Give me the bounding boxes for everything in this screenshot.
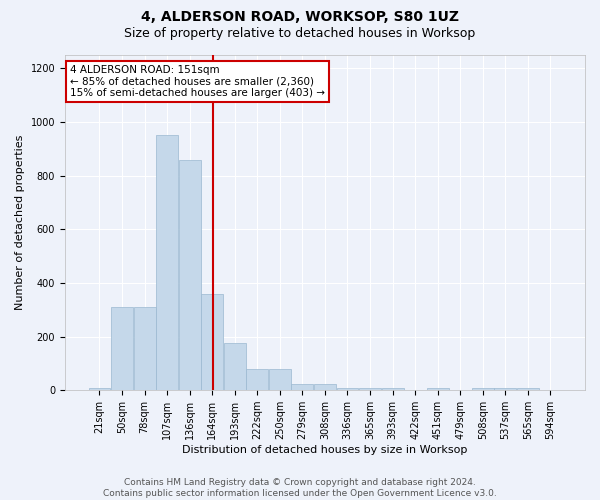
Text: Size of property relative to detached houses in Worksop: Size of property relative to detached ho…	[124, 28, 476, 40]
Bar	[359, 388, 381, 390]
Text: 4, ALDERSON ROAD, WORKSOP, S80 1UZ: 4, ALDERSON ROAD, WORKSOP, S80 1UZ	[141, 10, 459, 24]
Bar	[224, 344, 245, 390]
Text: Contains HM Land Registry data © Crown copyright and database right 2024.
Contai: Contains HM Land Registry data © Crown c…	[103, 478, 497, 498]
Bar	[337, 388, 358, 390]
Bar	[89, 388, 110, 390]
Bar	[494, 388, 516, 390]
Bar	[201, 294, 223, 390]
Bar	[156, 136, 178, 390]
Bar	[517, 388, 539, 390]
Y-axis label: Number of detached properties: Number of detached properties	[15, 135, 25, 310]
Bar	[179, 160, 200, 390]
Bar	[134, 307, 155, 390]
X-axis label: Distribution of detached houses by size in Worksop: Distribution of detached houses by size …	[182, 445, 467, 455]
Bar	[472, 388, 494, 390]
Bar	[427, 388, 449, 390]
Bar	[382, 388, 404, 390]
Text: 4 ALDERSON ROAD: 151sqm
← 85% of detached houses are smaller (2,360)
15% of semi: 4 ALDERSON ROAD: 151sqm ← 85% of detache…	[70, 65, 325, 98]
Bar	[269, 369, 291, 390]
Bar	[292, 384, 313, 390]
Bar	[314, 384, 336, 390]
Bar	[111, 307, 133, 390]
Bar	[247, 369, 268, 390]
